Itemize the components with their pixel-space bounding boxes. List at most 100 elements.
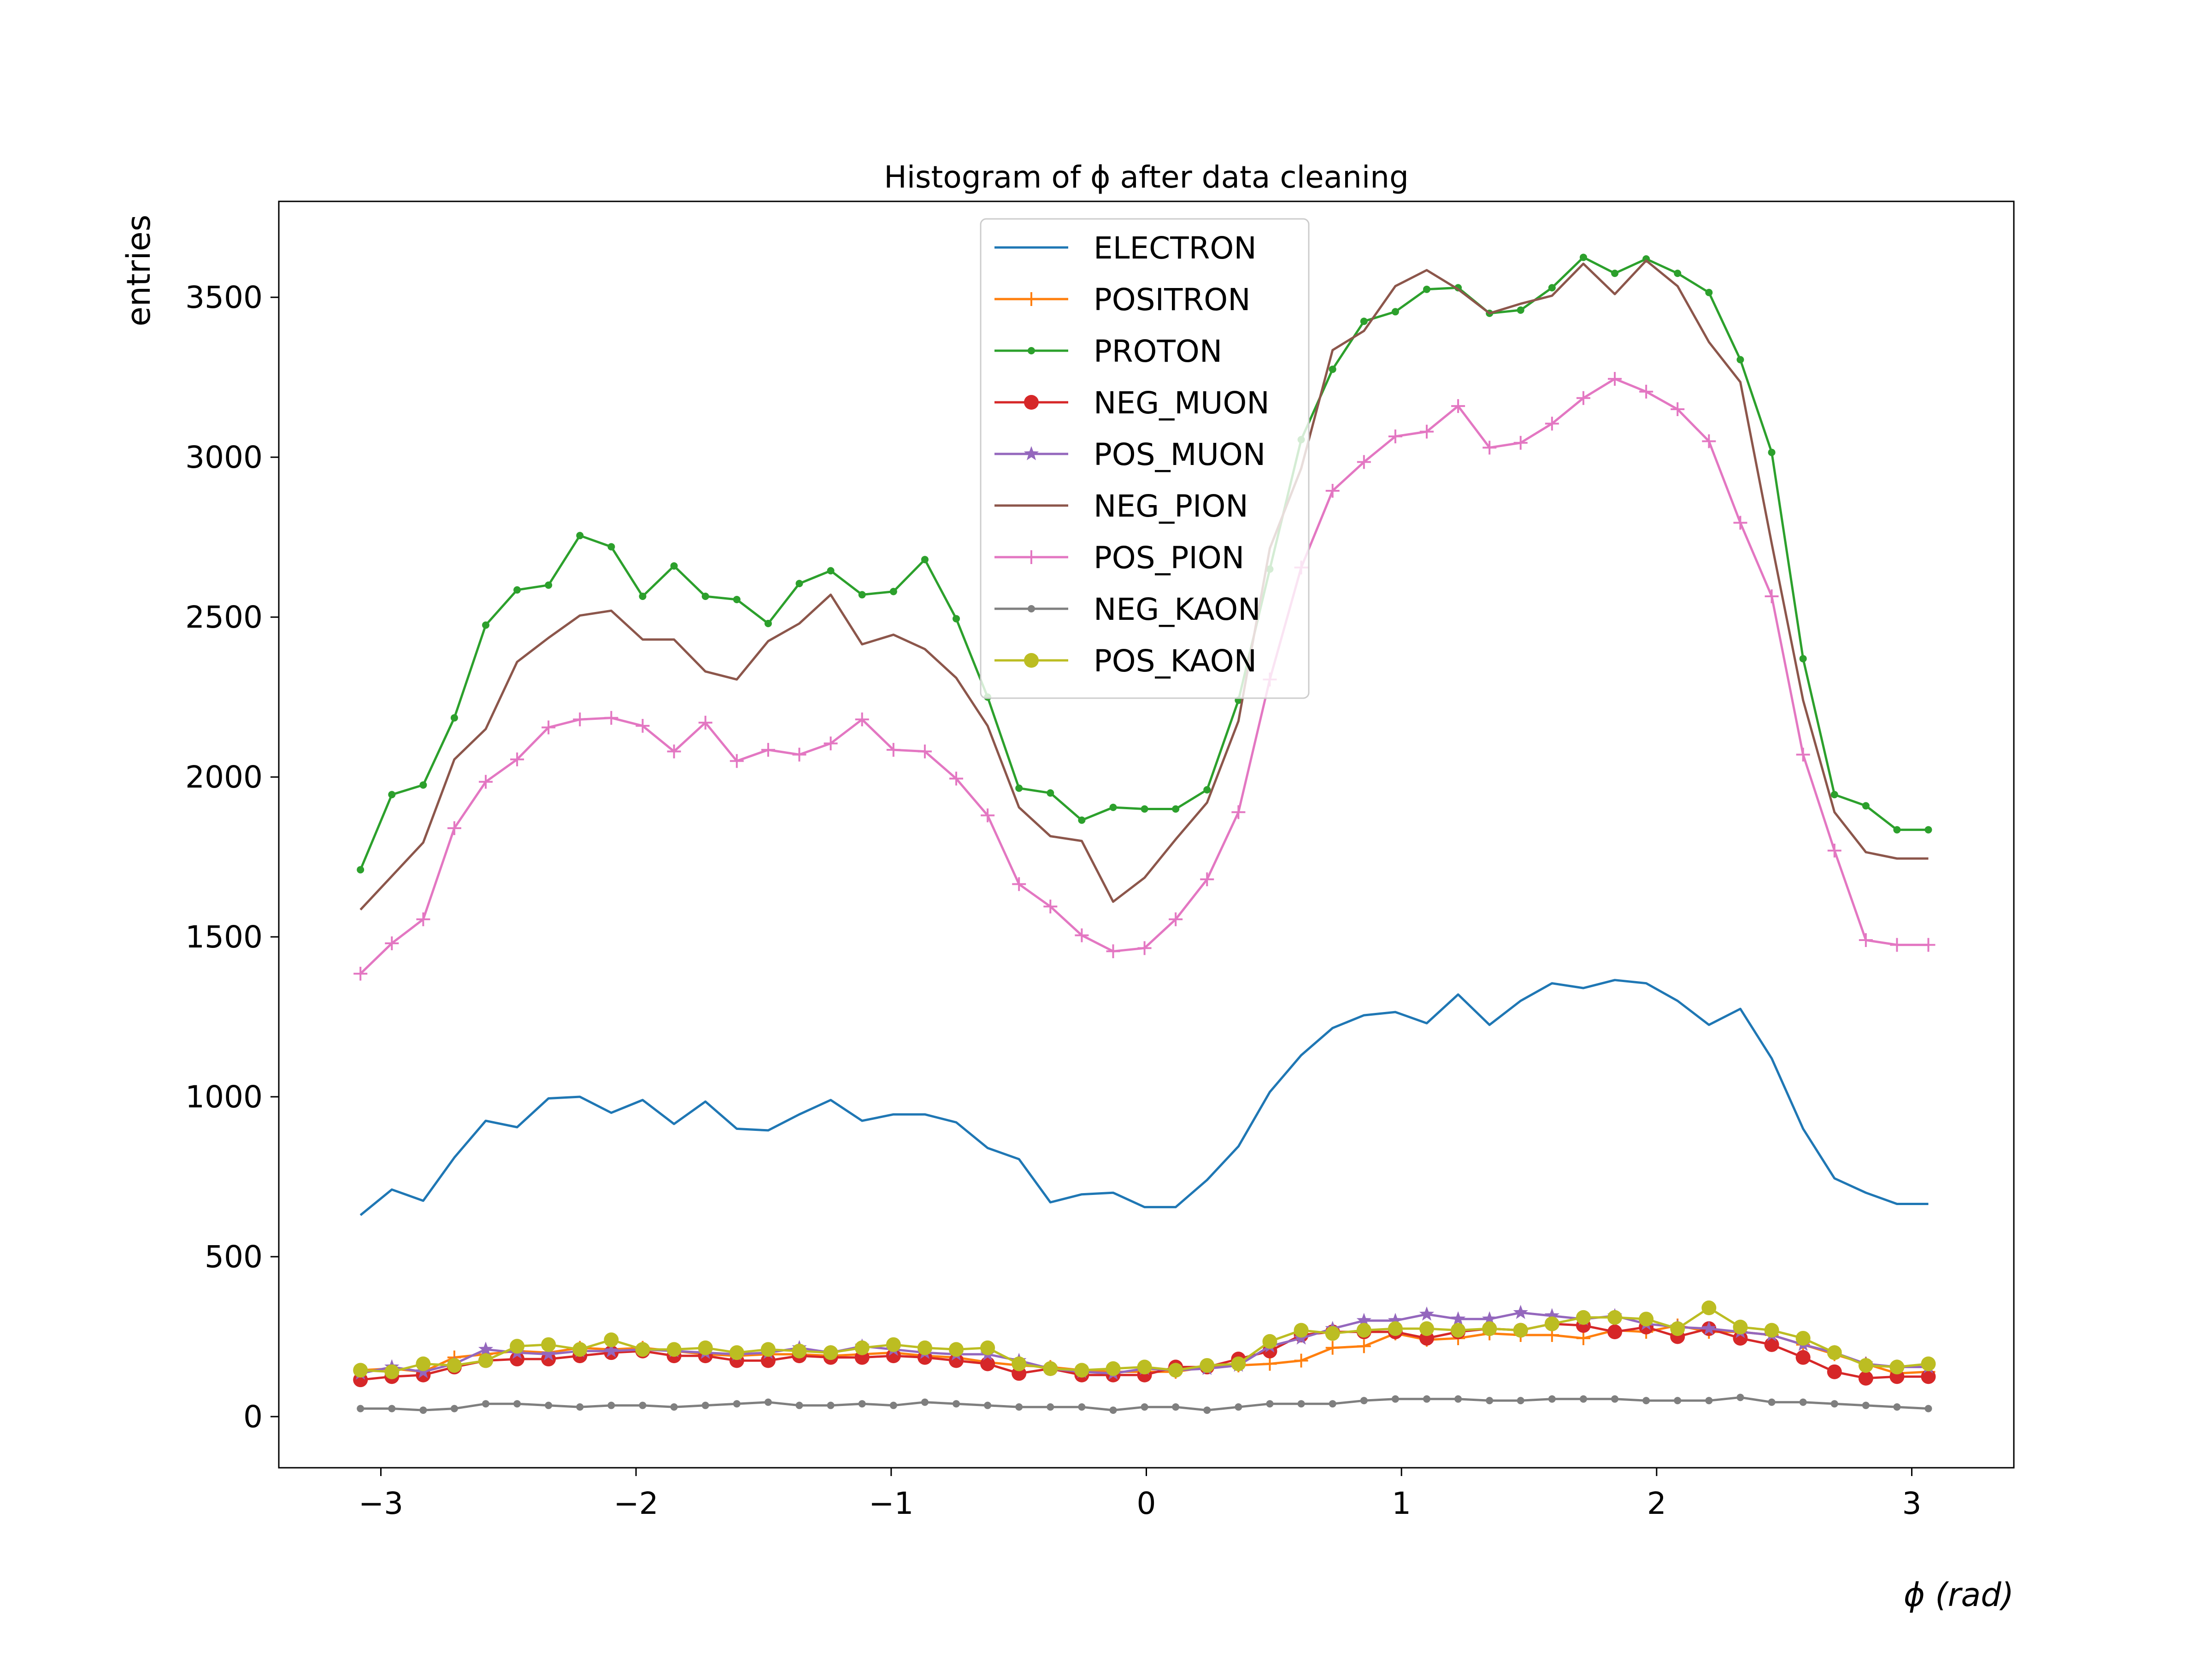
data-point	[388, 1405, 396, 1412]
series-line	[359, 979, 1929, 1216]
data-point	[1483, 441, 1497, 455]
data-point	[921, 1398, 929, 1406]
data-point	[388, 791, 396, 799]
data-point	[854, 1340, 870, 1355]
data-point	[1391, 308, 1399, 316]
data-point	[1423, 285, 1430, 293]
data-point	[1924, 826, 1932, 834]
data-point	[1862, 802, 1870, 810]
data-point	[1674, 270, 1682, 277]
data-point	[1075, 928, 1089, 942]
x-tick-label: 3	[1902, 1486, 1922, 1521]
data-point	[1419, 1321, 1434, 1336]
data-point	[1106, 944, 1120, 959]
data-point	[1200, 872, 1214, 887]
data-point	[1074, 1363, 1089, 1378]
data-point	[886, 1337, 901, 1352]
data-point	[1733, 516, 1747, 530]
data-point	[1544, 1308, 1559, 1323]
data-point	[1024, 395, 1039, 410]
data-point	[1294, 1353, 1308, 1368]
data-point	[729, 1345, 744, 1360]
data-point	[1106, 1361, 1121, 1376]
data-point	[384, 1364, 400, 1379]
data-point	[419, 781, 427, 789]
data-point	[1921, 1356, 1936, 1371]
data-point	[1889, 1359, 1905, 1375]
y-tick-label: 2000	[185, 759, 263, 795]
data-point	[1608, 372, 1622, 386]
data-point	[1169, 912, 1183, 926]
data-point	[918, 744, 932, 759]
data-point	[1830, 791, 1838, 799]
data-point	[1705, 1397, 1713, 1405]
legend-item-neg-pion: NEG_PION	[994, 488, 1248, 524]
chart-title: Histogram of ϕ after data cleaning	[884, 159, 1409, 195]
data-point	[827, 1401, 835, 1409]
data-point	[792, 1343, 807, 1359]
data-point	[1262, 1334, 1277, 1349]
x-tick-label: 0	[1137, 1486, 1156, 1521]
data-point	[1024, 292, 1038, 306]
legend-label: NEG_PION	[1094, 488, 1248, 524]
data-point	[1356, 1323, 1371, 1338]
data-point	[827, 567, 835, 575]
series-pos-kaon	[353, 1300, 1936, 1379]
data-point	[1024, 653, 1039, 668]
data-point	[1325, 1326, 1340, 1341]
data-point	[1137, 941, 1152, 955]
data-point	[1294, 1323, 1309, 1338]
x-tick-label: 2	[1647, 1486, 1666, 1521]
data-point	[353, 966, 368, 981]
y-tick-label: 0	[243, 1399, 263, 1435]
data-point	[1451, 1323, 1466, 1338]
data-point	[447, 821, 461, 835]
data-point	[980, 1356, 995, 1371]
y-tick-label: 3500	[185, 280, 263, 315]
data-point	[416, 912, 430, 926]
data-point	[1203, 786, 1211, 794]
legend-label: POS_PION	[1094, 540, 1244, 576]
data-point	[357, 866, 365, 874]
data-point	[576, 1403, 584, 1411]
data-point	[541, 1337, 556, 1352]
y-tick-label: 2500	[185, 600, 263, 635]
data-point	[1012, 877, 1026, 891]
data-point	[1513, 1305, 1528, 1319]
data-point	[953, 615, 960, 623]
data-point	[635, 719, 650, 733]
data-point	[886, 1348, 901, 1364]
x-tick-label: −2	[613, 1486, 658, 1521]
data-point	[1548, 1395, 1556, 1403]
legend-item-electron: ELECTRON	[994, 230, 1257, 266]
data-point	[1702, 434, 1716, 448]
data-point	[1047, 1403, 1054, 1411]
legend-label: POS_MUON	[1094, 437, 1265, 472]
data-point	[823, 1345, 838, 1360]
data-point	[478, 1341, 494, 1356]
data-point	[1795, 1330, 1811, 1346]
data-point	[513, 586, 521, 594]
data-point	[1579, 1395, 1587, 1403]
y-tick-label: 3000	[185, 440, 263, 475]
data-point	[1231, 805, 1246, 819]
data-point	[1642, 1397, 1650, 1405]
data-point	[1141, 805, 1148, 813]
data-point	[541, 720, 556, 735]
data-point	[545, 1401, 553, 1409]
data-point	[1921, 1369, 1936, 1384]
data-point	[855, 712, 869, 727]
plot-area	[353, 253, 1936, 1414]
data-point	[357, 1405, 365, 1412]
series-electron	[359, 979, 1929, 1216]
data-point	[792, 747, 806, 762]
y-axis-title: entries	[120, 215, 158, 327]
data-point	[698, 716, 712, 730]
data-point	[604, 1332, 619, 1347]
data-point	[1764, 1323, 1779, 1338]
data-point	[1172, 1403, 1180, 1411]
data-point	[1607, 1310, 1623, 1325]
data-point	[1360, 318, 1368, 325]
series-neg-kaon	[357, 1394, 1932, 1414]
